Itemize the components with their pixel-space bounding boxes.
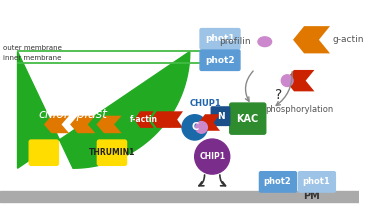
FancyBboxPatch shape <box>230 103 266 134</box>
Text: inner membrane: inner membrane <box>3 55 61 61</box>
Text: PM: PM <box>303 191 320 201</box>
Text: C: C <box>191 122 198 132</box>
FancyArrowPatch shape <box>245 71 253 101</box>
FancyBboxPatch shape <box>200 50 240 70</box>
Circle shape <box>196 122 207 133</box>
Polygon shape <box>17 51 190 168</box>
FancyArrowPatch shape <box>199 175 204 186</box>
Circle shape <box>281 75 293 87</box>
Text: CHIP1: CHIP1 <box>199 152 225 161</box>
Text: phot2: phot2 <box>263 177 291 186</box>
Text: f-actin: f-actin <box>130 115 158 124</box>
Polygon shape <box>134 111 154 128</box>
Text: phosphorylation: phosphorylation <box>266 105 334 114</box>
Ellipse shape <box>258 37 272 47</box>
FancyBboxPatch shape <box>259 172 296 192</box>
FancyBboxPatch shape <box>299 172 335 192</box>
Circle shape <box>182 115 207 140</box>
Polygon shape <box>151 111 170 128</box>
Polygon shape <box>70 116 96 133</box>
Text: phot1: phot1 <box>303 177 330 186</box>
FancyArrowPatch shape <box>220 175 225 186</box>
Polygon shape <box>44 116 69 133</box>
FancyArrowPatch shape <box>276 72 292 106</box>
Text: g-actin: g-actin <box>333 35 365 44</box>
Polygon shape <box>163 111 183 128</box>
Circle shape <box>195 139 230 174</box>
FancyBboxPatch shape <box>29 140 58 165</box>
Polygon shape <box>96 116 122 133</box>
Text: THRUMIN1: THRUMIN1 <box>89 148 135 157</box>
Text: chloroplast: chloroplast <box>38 108 107 121</box>
Text: CHUP1: CHUP1 <box>190 98 221 108</box>
FancyBboxPatch shape <box>97 140 127 165</box>
Text: ?: ? <box>275 88 282 102</box>
Text: phot1: phot1 <box>205 34 235 43</box>
Text: phot2: phot2 <box>205 56 235 65</box>
Text: outer membrane: outer membrane <box>3 45 62 51</box>
Polygon shape <box>199 114 220 131</box>
FancyBboxPatch shape <box>200 29 240 49</box>
Polygon shape <box>285 70 314 91</box>
Text: KAC: KAC <box>237 114 259 124</box>
Text: N: N <box>217 112 224 121</box>
Polygon shape <box>293 26 330 53</box>
Bar <box>0 191 359 202</box>
Text: profilin: profilin <box>220 37 251 46</box>
FancyBboxPatch shape <box>211 107 230 125</box>
